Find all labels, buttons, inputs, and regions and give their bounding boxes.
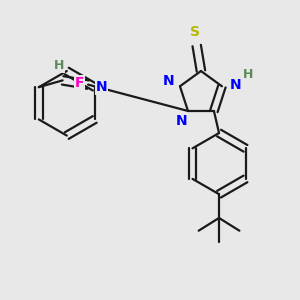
Text: H: H <box>54 59 64 72</box>
Text: N: N <box>230 78 242 92</box>
Text: N: N <box>96 80 107 94</box>
Text: N: N <box>176 114 187 128</box>
Text: F: F <box>75 76 84 90</box>
Text: N: N <box>163 74 175 88</box>
Text: S: S <box>190 25 200 39</box>
Text: H: H <box>243 68 254 81</box>
